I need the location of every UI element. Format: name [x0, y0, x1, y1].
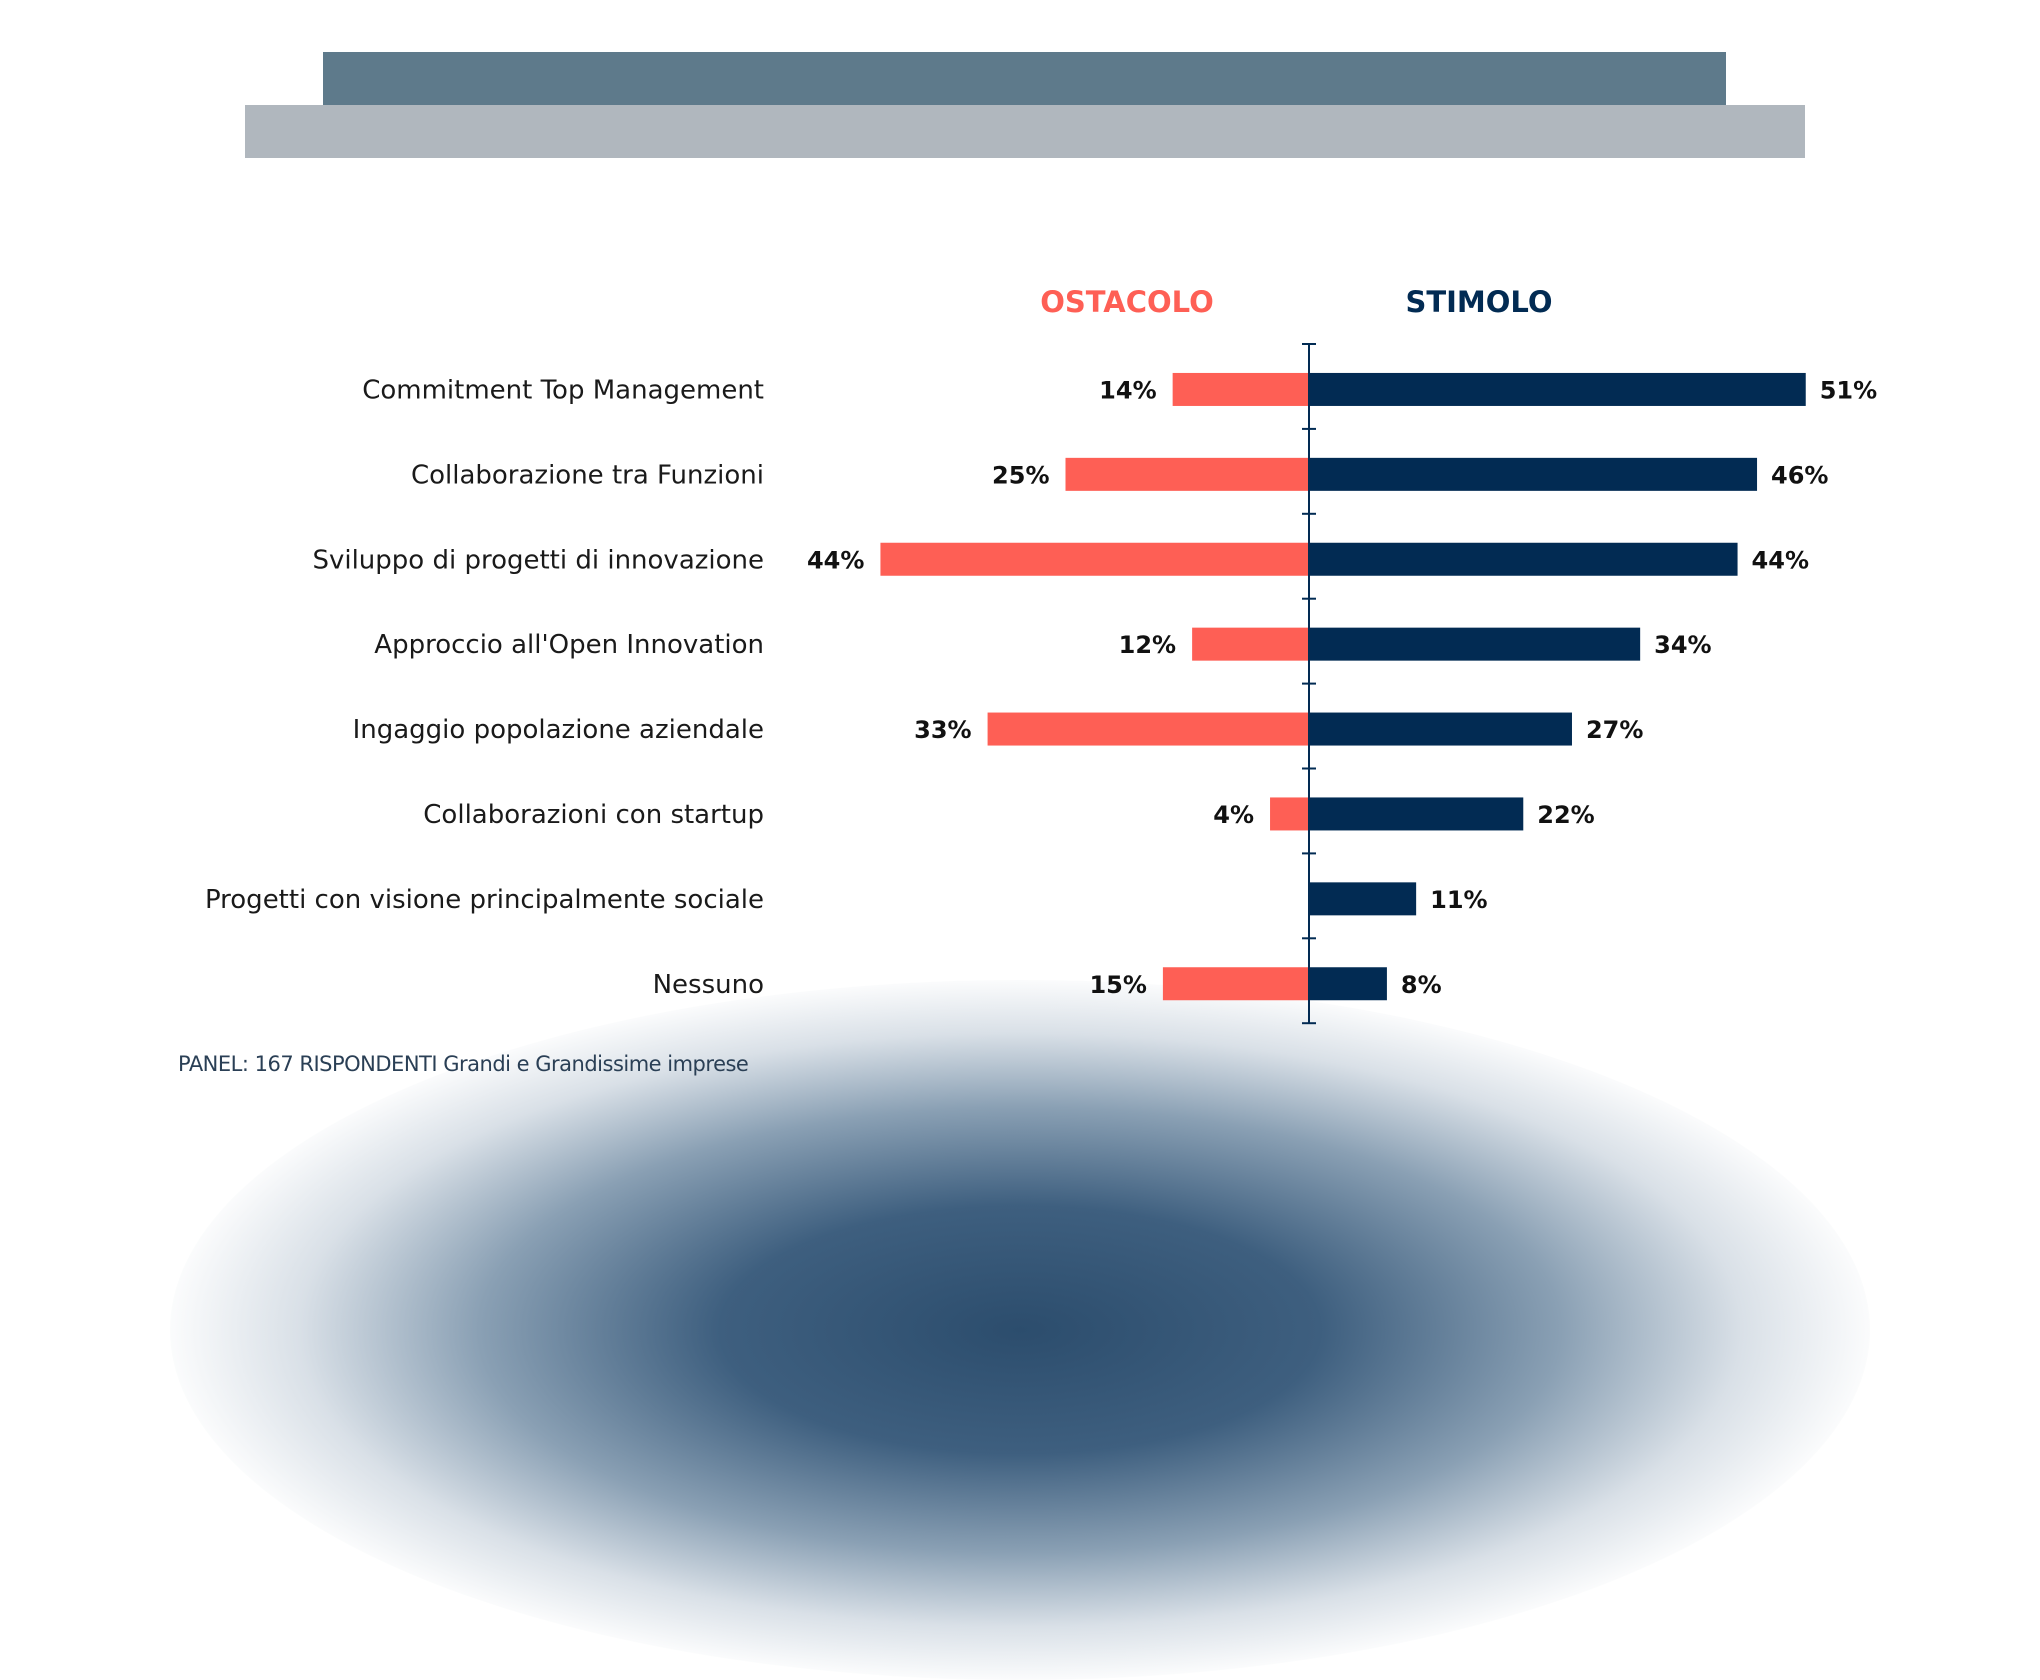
- title-banner-base: [245, 105, 1805, 158]
- value-label-ostacolo: 15%: [1089, 971, 1146, 999]
- bar-stimolo: [1309, 457, 1758, 491]
- value-label-ostacolo: 44%: [807, 546, 864, 574]
- bar-ostacolo: [1192, 627, 1309, 661]
- value-label-ostacolo: 33%: [914, 716, 971, 744]
- value-label-ostacolo: 12%: [1119, 631, 1176, 659]
- category-label: Collaborazione tra Funzioni: [411, 460, 764, 490]
- bar-ostacolo: [1065, 457, 1309, 491]
- category-label: Collaborazioni con startup: [423, 800, 764, 830]
- bar-ostacolo: [987, 712, 1309, 746]
- value-label-stimolo: 11%: [1430, 886, 1487, 914]
- bar-stimolo: [1309, 967, 1387, 1001]
- value-label-stimolo: 46%: [1771, 461, 1828, 489]
- bar-stimolo: [1309, 797, 1524, 831]
- value-label-stimolo: 51%: [1820, 376, 1877, 404]
- category-label: Commitment Top Management: [362, 375, 764, 405]
- category-label: Nessuno: [653, 970, 764, 1000]
- bar-ostacolo: [1270, 797, 1309, 831]
- value-label-ostacolo: 4%: [1213, 801, 1254, 829]
- value-label-ostacolo: 14%: [1099, 376, 1156, 404]
- bar-stimolo: [1309, 882, 1417, 916]
- legend-stimolo: STIMOLO: [1405, 285, 1552, 319]
- diverging-bar-chart: OSTACOLO STIMOLO Commitment Top Management…: [205, 285, 1877, 1025]
- value-label-stimolo: 22%: [1537, 801, 1594, 829]
- bar-ostacolo: [1172, 372, 1309, 406]
- value-label-stimolo: 34%: [1654, 631, 1711, 659]
- bar-stimolo: [1309, 542, 1738, 576]
- bar-stimolo: [1309, 712, 1572, 746]
- bar-stimolo: [1309, 627, 1641, 661]
- value-label-ostacolo: 25%: [992, 461, 1049, 489]
- bar-ostacolo: [1162, 967, 1309, 1001]
- category-label: Progetti con visione principalmente soci…: [205, 885, 764, 915]
- category-label: Sviluppo di progetti di innovazione: [312, 545, 764, 575]
- bar-ostacolo: [880, 542, 1309, 576]
- bar-stimolo: [1309, 372, 1806, 406]
- panel-footnote: PANEL: 167 RISPONDENTI Grandi e Grandiss…: [178, 1052, 749, 1076]
- value-label-stimolo: 44%: [1752, 546, 1809, 574]
- category-label: Ingaggio popolazione aziendale: [353, 715, 764, 745]
- value-label-stimolo: 27%: [1586, 716, 1643, 744]
- category-label: Approccio all'Open Innovation: [374, 630, 764, 660]
- title-banner: [323, 52, 1726, 105]
- legend-ostacolo: OSTACOLO: [1040, 285, 1214, 319]
- value-label-stimolo: 8%: [1401, 971, 1442, 999]
